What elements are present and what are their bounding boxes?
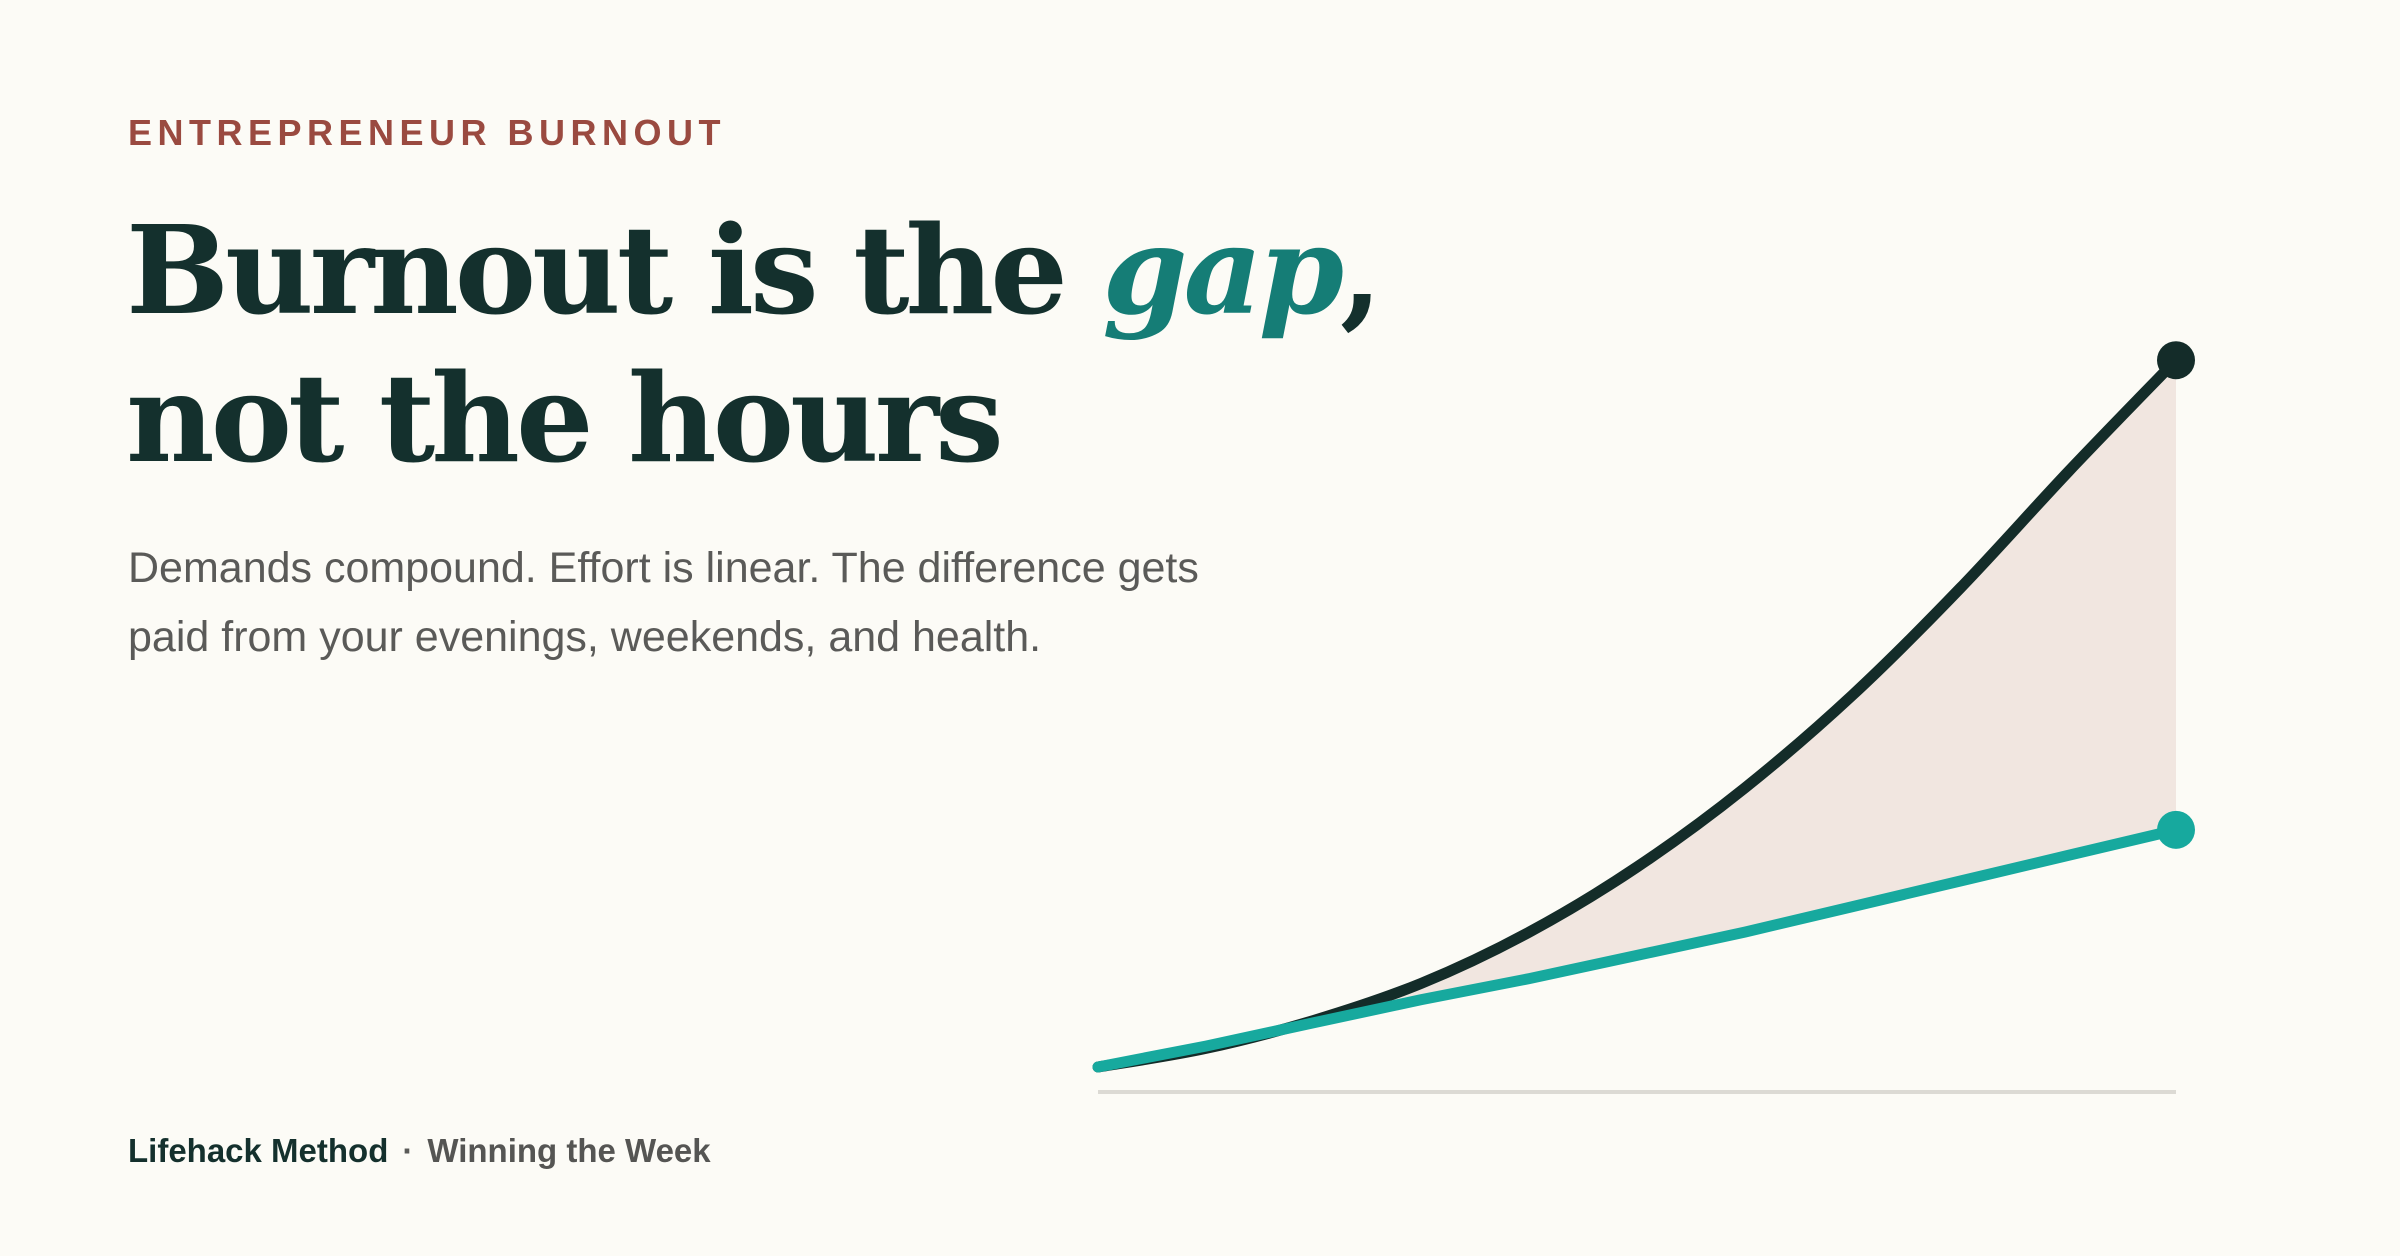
subtitle: Demands compound. Effort is linear. The … [128, 544, 1199, 661]
footer-series: Winning the Week [427, 1132, 711, 1169]
headline: Burnout is the gap, not the hours [126, 196, 1383, 492]
footer-separator: · [402, 1132, 414, 1169]
headline-part1: Burnout is the [126, 198, 1103, 342]
effort-line [1092, 824, 2182, 1073]
demands-end-marker [2157, 341, 2195, 380]
eyebrow-label: ENTREPRENEUR BURNOUT [128, 112, 727, 153]
footer: Lifehack Method · Winning the Week [128, 1132, 711, 1170]
effort-end-marker [2157, 810, 2195, 849]
headline-highlight: gap [1102, 198, 1344, 342]
headline-part2: , [1340, 198, 1383, 342]
headline-line2: not the hours [126, 346, 1004, 490]
footer-brand: Lifehack Method [128, 1132, 389, 1169]
